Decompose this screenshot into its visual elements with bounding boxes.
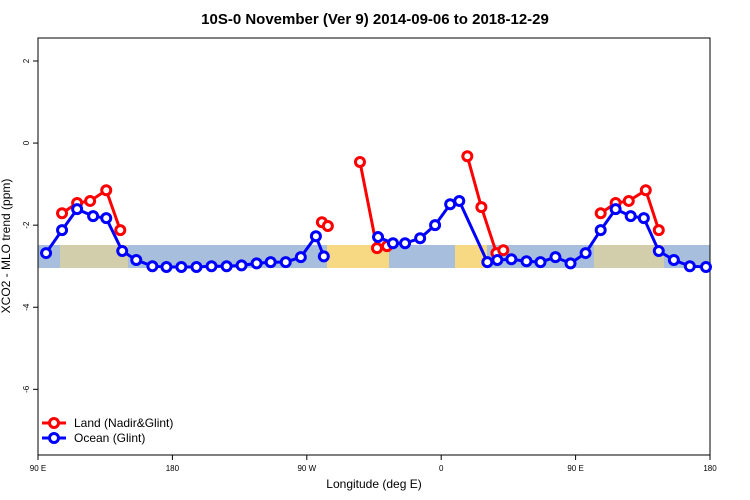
data-point bbox=[429, 219, 442, 232]
data-point bbox=[220, 260, 233, 273]
data-point bbox=[321, 219, 334, 232]
x-tick-label: 90 E bbox=[567, 464, 583, 473]
data-point bbox=[399, 237, 412, 250]
data-point bbox=[279, 256, 292, 269]
data-point bbox=[87, 210, 100, 223]
data-point bbox=[594, 207, 607, 220]
y-tick-label: 0 bbox=[22, 140, 31, 145]
data-point bbox=[652, 224, 665, 237]
data-point bbox=[534, 256, 547, 269]
chart-title: 10S-0 November (Ver 9) 2014-09-06 to 201… bbox=[201, 11, 549, 28]
x-tick-label: 180 bbox=[703, 464, 717, 473]
legend-marker bbox=[48, 432, 60, 444]
x-tick-label: 90 W bbox=[297, 464, 316, 473]
data-point bbox=[564, 257, 577, 270]
land-patch bbox=[60, 245, 128, 268]
data-point bbox=[639, 184, 652, 197]
data-point bbox=[579, 247, 592, 260]
x-axis-label: Longitude (deg E) bbox=[326, 477, 421, 491]
data-point bbox=[100, 212, 113, 225]
data-point bbox=[146, 260, 159, 273]
data-point bbox=[683, 260, 696, 273]
land-patch bbox=[455, 245, 487, 268]
data-point bbox=[116, 245, 129, 258]
data-point bbox=[353, 155, 366, 168]
data-point bbox=[317, 250, 330, 263]
data-point bbox=[40, 247, 53, 260]
data-point bbox=[594, 224, 607, 237]
data-point bbox=[372, 231, 385, 244]
legend-label: Ocean (Glint) bbox=[74, 431, 145, 445]
data-point bbox=[56, 207, 69, 220]
data-point bbox=[235, 259, 248, 272]
data-point bbox=[652, 245, 665, 258]
x-tick-label: 0 bbox=[439, 464, 444, 473]
data-point bbox=[491, 254, 504, 267]
data-point bbox=[190, 261, 203, 274]
data-point bbox=[667, 254, 680, 267]
data-point bbox=[309, 230, 322, 243]
data-point bbox=[637, 212, 650, 225]
data-point bbox=[205, 260, 218, 273]
x-tick-label: 90 E bbox=[30, 464, 46, 473]
data-point bbox=[100, 184, 113, 197]
data-point bbox=[114, 224, 127, 237]
data-point bbox=[622, 194, 635, 207]
data-point bbox=[699, 261, 712, 274]
data-point bbox=[624, 210, 637, 223]
y-tick-label: 2 bbox=[22, 58, 31, 63]
y-tick-label: -4 bbox=[22, 303, 31, 311]
data-point bbox=[264, 256, 277, 269]
data-point bbox=[453, 194, 466, 207]
data-point bbox=[130, 254, 143, 267]
y-tick-label: -2 bbox=[22, 221, 31, 229]
data-point bbox=[175, 261, 188, 274]
data-point bbox=[505, 253, 518, 266]
data-point bbox=[461, 150, 474, 163]
data-point bbox=[475, 201, 488, 214]
data-point bbox=[549, 251, 562, 264]
x-tick-label: 180 bbox=[166, 464, 180, 473]
legend-marker bbox=[48, 417, 60, 429]
data-point bbox=[481, 256, 494, 269]
data-point bbox=[84, 194, 97, 207]
data-point bbox=[520, 255, 533, 268]
data-point bbox=[414, 232, 427, 245]
data-point bbox=[294, 251, 307, 264]
legend-label: Land (Nadir&Glint) bbox=[74, 416, 173, 430]
data-point bbox=[497, 244, 510, 257]
data-point bbox=[370, 242, 383, 255]
data-point bbox=[609, 203, 622, 216]
y-tick-label: -6 bbox=[22, 385, 31, 393]
plot-frame bbox=[37, 37, 711, 456]
y-axis-label: XCO2 - MLO trend (ppm) bbox=[0, 179, 13, 314]
data-point bbox=[250, 257, 263, 270]
data-point bbox=[71, 203, 84, 216]
data-point bbox=[160, 261, 173, 274]
data-point bbox=[386, 237, 399, 250]
data-point bbox=[56, 224, 69, 237]
land-patch bbox=[594, 245, 664, 268]
